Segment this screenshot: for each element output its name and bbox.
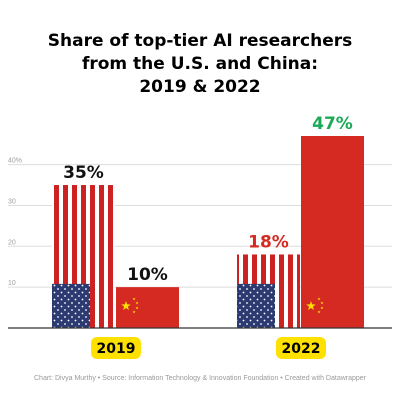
china-big-star [306, 301, 316, 311]
value-label: 10% [127, 265, 168, 285]
chart-title: Share of top-tier AI researchers from th… [0, 30, 400, 99]
china-big-star [121, 301, 131, 311]
value-label: 18% [248, 232, 289, 252]
china-small-star [135, 306, 139, 310]
chart-footer: Chart: Divya Murthy • Source: Informatio… [34, 375, 366, 382]
china-small-star [320, 301, 324, 305]
value-label: 47% [312, 114, 353, 134]
china-small-star [317, 310, 321, 314]
y-tick-label: 40% [8, 158, 22, 165]
china-small-star [320, 306, 324, 310]
us-flag-canton [52, 283, 90, 328]
china-small-star [317, 297, 321, 301]
bar-china-2022 [301, 136, 364, 328]
y-tick-label: 30 [8, 198, 16, 205]
us-flag-canton [237, 283, 275, 328]
y-tick-label: 20 [8, 239, 16, 246]
title-line-2: from the U.S. and China: [81, 54, 319, 74]
x-tick-label: 2022 [282, 341, 321, 357]
x-tick-label: 2019 [97, 341, 136, 357]
y-tick-label: 10 [8, 280, 16, 287]
title-line-1: Share of top-tier AI researchers [47, 31, 353, 51]
year-badge [276, 337, 326, 359]
title-line-3: 2019 & 2022 [139, 77, 261, 97]
year-badge [91, 337, 141, 359]
china-small-star [132, 310, 136, 314]
value-label: 35% [63, 163, 104, 183]
china-small-star [132, 297, 136, 301]
china-small-star [135, 301, 139, 305]
